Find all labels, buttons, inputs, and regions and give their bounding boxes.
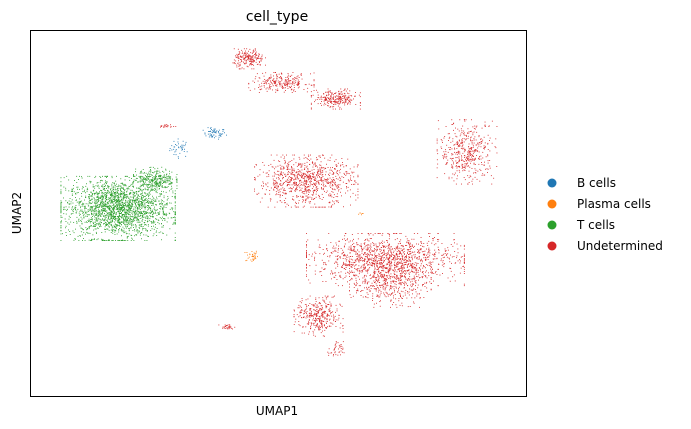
- cluster-3-9: [327, 341, 345, 357]
- cluster-0-0: [169, 138, 188, 159]
- series-b-cells: [169, 127, 227, 159]
- cluster-3-1: [232, 48, 266, 70]
- cluster-0-1: [202, 127, 227, 140]
- cluster-3-0: [160, 124, 177, 128]
- plot-frame: [30, 30, 527, 397]
- legend-label: Plasma cells: [577, 197, 651, 211]
- y-axis-label: UMAP2: [10, 192, 24, 234]
- series-t-cells: [60, 166, 178, 241]
- cluster-3-7: [349, 258, 432, 308]
- series-undetermined: [160, 48, 498, 357]
- cluster-3-4: [254, 154, 359, 208]
- scatter-points: [60, 48, 498, 357]
- cluster-1-1: [358, 212, 364, 216]
- legend-marker: [547, 199, 557, 209]
- cluster-2-0: [60, 175, 176, 241]
- cluster-3-2: [248, 72, 315, 93]
- legend: B cells Plasma cells T cells Undetermined: [547, 176, 663, 253]
- legend-label: B cells: [577, 176, 616, 190]
- cluster-3-10: [218, 324, 236, 330]
- cluster-3-6: [306, 233, 465, 287]
- chart-title: cell_type: [246, 9, 308, 25]
- cluster-1-0: [244, 250, 258, 262]
- cluster-3-8: [293, 295, 344, 337]
- legend-marker: [547, 241, 557, 251]
- legend-marker: [547, 220, 557, 230]
- x-axis-label: UMAP1: [256, 404, 298, 418]
- cluster-3-5: [436, 119, 498, 185]
- legend-marker: [547, 178, 557, 188]
- series-plasma-cells: [244, 212, 364, 262]
- legend-label: Undetermined: [577, 239, 663, 253]
- cluster-2-1: [133, 166, 178, 192]
- legend-label: T cells: [576, 218, 615, 232]
- cluster-3-3: [310, 88, 361, 110]
